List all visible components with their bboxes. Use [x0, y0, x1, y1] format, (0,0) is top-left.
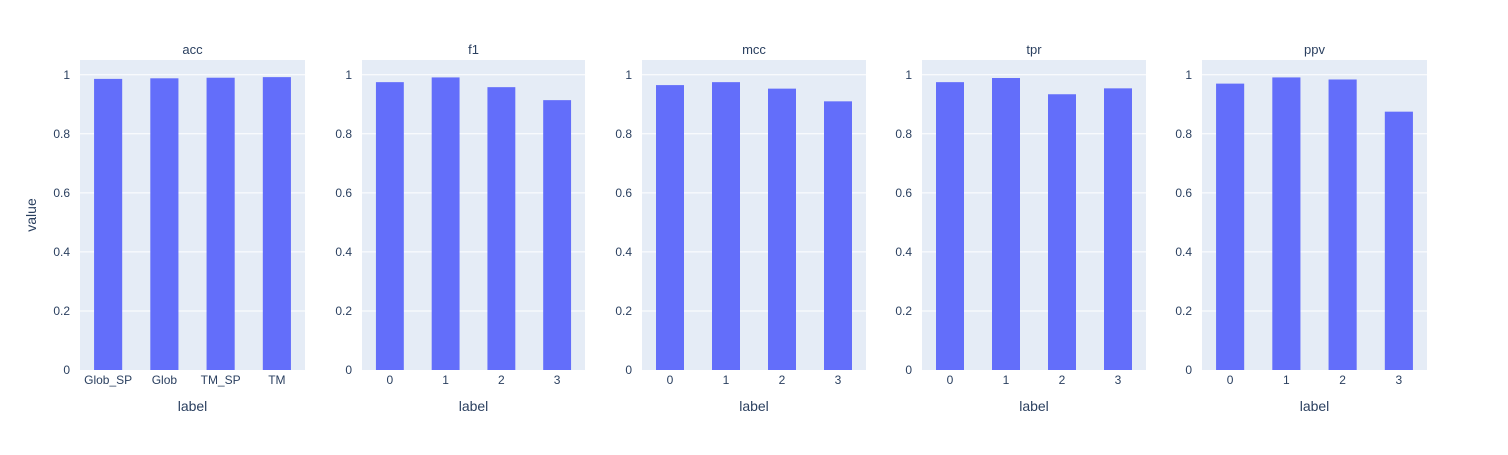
y-tick-label: 0.4: [895, 245, 912, 259]
x-tick-label: Glob_SP: [84, 373, 132, 387]
bar: [1048, 94, 1076, 370]
x-tick-label: 0: [387, 373, 394, 387]
x-tick-label: TM: [268, 373, 285, 387]
y-tick-label: 0.8: [53, 127, 70, 141]
subplot-title: tpr: [1026, 42, 1042, 57]
y-tick-label: 0.8: [615, 127, 632, 141]
x-tick-label: 2: [1059, 373, 1066, 387]
subplot-f1: 0 0.2 0.4 0.6 0.8 1 0 1 2 3 f1 label: [335, 42, 585, 414]
y-tick-label: 1: [345, 68, 352, 82]
subplot-mcc: 0 0.2 0.4 0.6 0.8 1 0 1 2 3 mcc label: [615, 42, 866, 414]
x-axis-title: label: [1300, 398, 1330, 414]
bar: [656, 85, 684, 370]
x-tick-label: 0: [1227, 373, 1234, 387]
x-tick-label: 1: [442, 373, 449, 387]
subplot-title: ppv: [1304, 42, 1325, 57]
y-tick-label: 0.4: [615, 245, 632, 259]
bar: [206, 77, 235, 370]
x-tick-label: 1: [1003, 373, 1010, 387]
y-tick-label: 1: [63, 68, 70, 82]
y-tick-label: 0.2: [895, 304, 912, 318]
bar: [375, 82, 404, 371]
x-tick-label: TM_SP: [201, 373, 241, 387]
subplot-tpr: 0 0.2 0.4 0.6 0.8 1 0 1 2 3 tpr label: [895, 42, 1146, 414]
y-tick-label: 0.4: [335, 245, 352, 259]
x-axis-title: label: [178, 398, 208, 414]
y-tick-label: 0.6: [895, 186, 912, 200]
x-tick-label: 0: [667, 373, 674, 387]
x-tick-label: 3: [554, 373, 561, 387]
y-tick-label: 0.6: [615, 186, 632, 200]
bar: [768, 88, 796, 370]
bar: [824, 101, 852, 370]
bar: [1328, 79, 1357, 370]
x-tick-label: 2: [1339, 373, 1346, 387]
y-tick-label: 0.2: [335, 304, 352, 318]
bar: [431, 77, 460, 371]
x-tick-label: 3: [1115, 373, 1122, 387]
subplot-title: f1: [468, 42, 479, 57]
x-tick-label: 3: [1396, 373, 1403, 387]
bar: [712, 82, 740, 371]
bar: [1384, 111, 1413, 371]
y-tick-label: 0.8: [895, 127, 912, 141]
bar: [262, 77, 291, 370]
bar: [94, 78, 123, 371]
y-tick-label: 1: [905, 68, 912, 82]
y-tick-label: 0.2: [1175, 304, 1192, 318]
y-tick-label: 0: [345, 363, 352, 377]
subplot-acc: 0 0.2 0.4 0.6 0.8 1 Glob_SP Glob TM_SP TM acc label: [53, 42, 305, 414]
x-axis-title: label: [739, 398, 769, 414]
bar: [936, 82, 964, 371]
bar: [150, 78, 179, 371]
subplot-ppv: 0 0.2 0.4 0.6 0.8 1 0 1 2 3 ppv label: [1175, 42, 1427, 414]
y-tick-label: 0.6: [335, 186, 352, 200]
y-tick-label: 0.4: [1175, 245, 1192, 259]
x-tick-label: 2: [498, 373, 505, 387]
x-tick-label: 1: [1283, 373, 1290, 387]
bar: [1104, 88, 1132, 370]
y-tick-label: 0.8: [335, 127, 352, 141]
bar: [1272, 77, 1301, 371]
y-tick-label: 0.6: [1175, 186, 1192, 200]
x-axis-title: label: [459, 398, 489, 414]
y-tick-label: 0.4: [53, 245, 70, 259]
y-tick-label: 0: [625, 363, 632, 377]
x-tick-label: 2: [779, 373, 786, 387]
y-axis-title: value: [23, 198, 39, 232]
bar: [487, 87, 516, 371]
y-tick-label: 0.8: [1175, 127, 1192, 141]
y-tick-label: 0.6: [53, 186, 70, 200]
y-tick-label: 0.2: [53, 304, 70, 318]
y-tick-label: 1: [1185, 68, 1192, 82]
y-tick-label: 0.2: [615, 304, 632, 318]
x-axis-title: label: [1019, 398, 1049, 414]
bar: [992, 78, 1020, 370]
x-tick-label: Glob: [152, 373, 178, 387]
x-tick-label: 1: [723, 373, 730, 387]
bar: [1216, 83, 1245, 370]
subplot-title: mcc: [742, 42, 766, 57]
x-tick-label: 0: [947, 373, 954, 387]
x-tick-label: 3: [835, 373, 842, 387]
subplot-title: acc: [182, 42, 203, 57]
y-tick-label: 0: [63, 363, 70, 377]
y-tick-label: 0: [905, 363, 912, 377]
bar: [543, 100, 572, 371]
y-tick-label: 1: [625, 68, 632, 82]
y-tick-label: 0: [1185, 363, 1192, 377]
